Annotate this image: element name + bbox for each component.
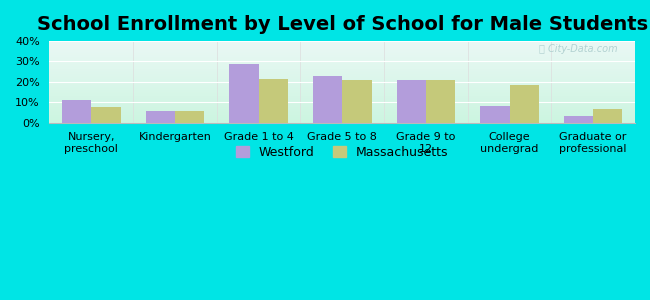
Bar bbox=[175, 111, 204, 123]
Bar bbox=[259, 79, 288, 123]
Text: ⓘ City-Data.com: ⓘ City-Data.com bbox=[539, 44, 618, 54]
Bar bbox=[564, 116, 593, 123]
Bar bbox=[91, 107, 120, 123]
Bar bbox=[146, 111, 175, 123]
Bar bbox=[426, 80, 455, 123]
Bar bbox=[396, 80, 426, 123]
Bar bbox=[593, 110, 623, 123]
Title: School Enrollment by Level of School for Male Students: School Enrollment by Level of School for… bbox=[36, 15, 648, 34]
Bar bbox=[62, 100, 91, 123]
Bar bbox=[480, 106, 510, 123]
Bar bbox=[343, 80, 372, 123]
Legend: Westford, Massachusetts: Westford, Massachusetts bbox=[230, 140, 454, 165]
Bar bbox=[229, 64, 259, 123]
Bar bbox=[510, 85, 539, 123]
Bar bbox=[313, 76, 343, 123]
